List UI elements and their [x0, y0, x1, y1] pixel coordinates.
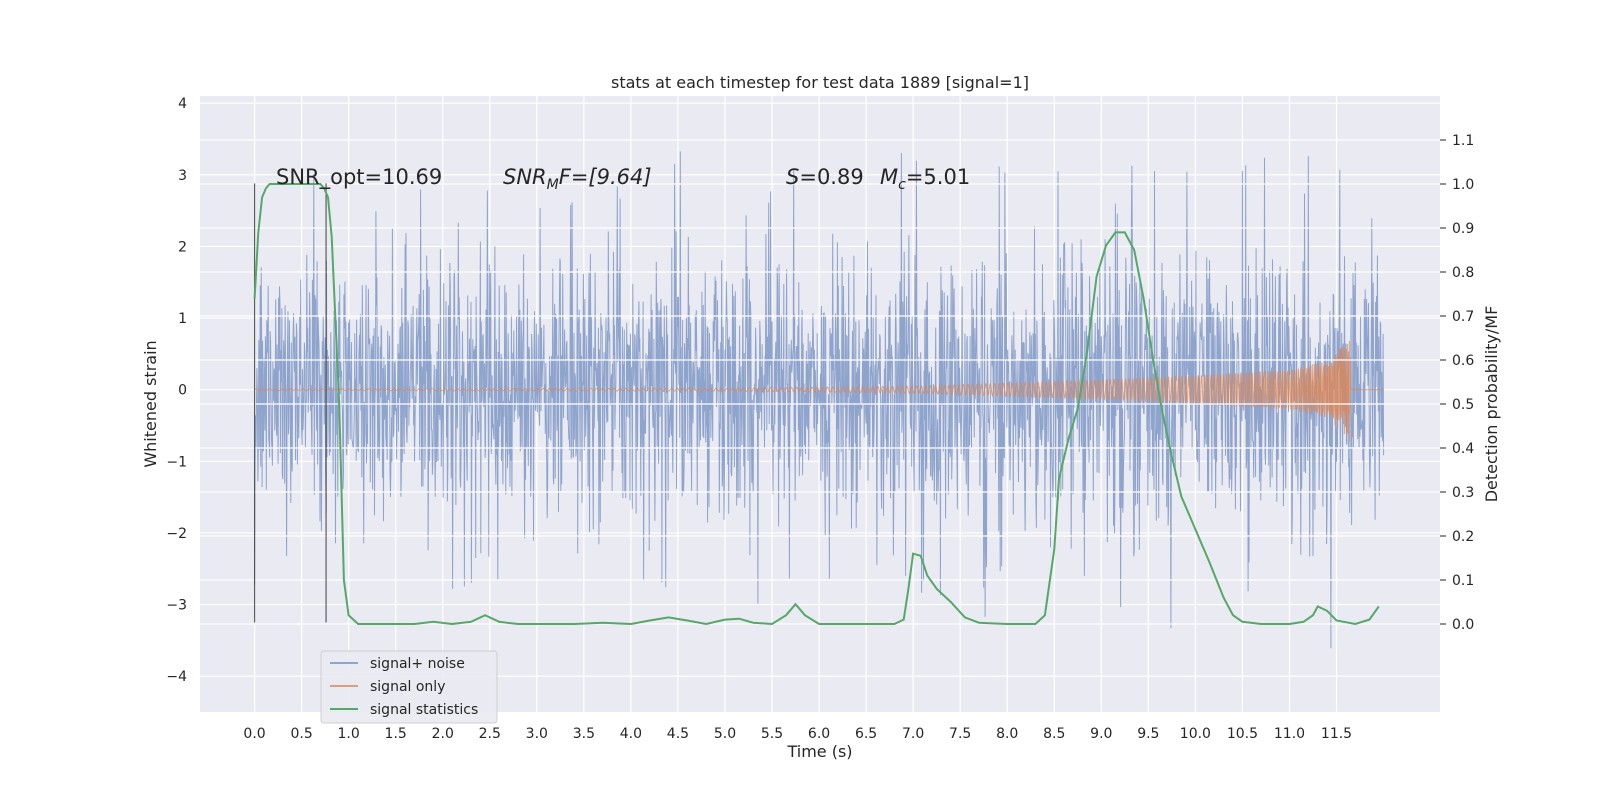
- y-tick-label-right: 1.1: [1452, 133, 1474, 149]
- x-tick-label: 9.5: [1137, 726, 1159, 742]
- x-tick-label: 3.0: [526, 726, 548, 742]
- x-tick-labels: 0.0 0.5 1.0 1.5 2.0 2.5 3.0 3.5 4.0 4.5 5.0 5.5 6.0 6…: [243, 726, 1352, 742]
- legend-label-signal-only: signal only: [370, 679, 445, 695]
- y-tick-label-right: 0.9: [1452, 221, 1474, 237]
- vertical-markers: [253, 183, 327, 623]
- snr-mf-rest: F=[9.64]: [559, 165, 652, 189]
- x-tick-label: 10.5: [1227, 726, 1258, 742]
- mc-annotation: Mc=5.01: [880, 165, 970, 193]
- x-tick-label: 1.5: [385, 726, 407, 742]
- x-tick-label: 7.0: [902, 726, 924, 742]
- mc-value: =5.01: [906, 165, 970, 189]
- x-tick-label: 2.5: [479, 726, 501, 742]
- y-axis-label-right: Detection probability/MF: [1482, 306, 1501, 503]
- y-tick-label-right: 0.3: [1452, 485, 1474, 501]
- x-tick-label: 3.5: [573, 726, 595, 742]
- y-tick-label-right: 0.2: [1452, 529, 1474, 545]
- y-tick-label-left: −4: [166, 669, 187, 685]
- x-tick-label: 7.5: [949, 726, 971, 742]
- x-tick-label: 11.0: [1274, 726, 1305, 742]
- y-tick-label-right: 0.8: [1452, 265, 1474, 281]
- legend-label-signal-statistics: signal statistics: [370, 702, 478, 718]
- y-tick-label-right: 0.0: [1452, 617, 1474, 633]
- legend: signal+ noise signal only signal statist…: [320, 650, 498, 724]
- y-tick-label-left: 3: [178, 168, 187, 184]
- y-tick-labels-left: 4 3 2 1 0 −1 −2 −3 −4: [166, 96, 187, 685]
- x-tick-label: 4.0: [620, 726, 642, 742]
- x-tick-label: 8.5: [1043, 726, 1065, 742]
- y-tick-label-right: 0.5: [1452, 397, 1474, 413]
- mc-sub: c: [898, 177, 906, 193]
- series-signal-statistics: [253, 183, 1380, 626]
- x-tick-label: 6.5: [855, 726, 877, 742]
- x-tick-label: 5.0: [714, 726, 736, 742]
- x-tick-label: 5.5: [761, 726, 783, 742]
- x-tick-label: 6.0: [808, 726, 830, 742]
- x-tick-label: 9.0: [1090, 726, 1112, 742]
- y-tick-label-left: 4: [178, 96, 187, 112]
- snr-mf-base: SNR: [503, 165, 547, 189]
- x-tick-label: 11.5: [1321, 726, 1352, 742]
- y-tick-label-left: −3: [166, 598, 187, 614]
- snr-mf-annotation: SNRMF=[9.64]: [503, 165, 652, 193]
- s-annotation: S=0.89: [786, 165, 864, 189]
- snr-opt-annotation: SNR_opt=10.69: [276, 165, 442, 190]
- y-tick-label-left: 1: [178, 311, 187, 327]
- x-axis-label: Time (s): [786, 742, 852, 761]
- x-tick-label: 1.0: [338, 726, 360, 742]
- s-value: =0.89: [799, 165, 863, 189]
- mc-label: M: [880, 165, 898, 189]
- y-tick-label-right: 1.0: [1452, 177, 1474, 193]
- y-tick-label-right: 0.7: [1452, 309, 1474, 325]
- x-tick-label: 10.0: [1180, 726, 1211, 742]
- legend-label-signal-noise: signal+ noise: [370, 656, 465, 672]
- snr-mf-sub: M: [547, 177, 559, 193]
- legend-box: [320, 650, 498, 724]
- y-axis-label-left: Whitened strain: [141, 340, 160, 467]
- chart-title: stats at each timestep for test data 188…: [611, 73, 1029, 92]
- y-tick-label-left: −1: [166, 454, 187, 470]
- series-signal-only: [254, 340, 1384, 442]
- y-tick-label-right: 0.4: [1452, 441, 1474, 457]
- y-tick-label-left: 2: [178, 239, 187, 255]
- x-tick-label: 4.5: [667, 726, 689, 742]
- y-tick-label-left: −2: [166, 526, 187, 542]
- y-tick-label-right: 0.6: [1452, 353, 1474, 369]
- y-tick-label-right: 0.1: [1452, 573, 1474, 589]
- x-tick-label: 2.0: [432, 726, 454, 742]
- x-tick-label: 0.0: [243, 726, 265, 742]
- y-tick-labels-right: 1.1 1.0 0.9 0.8 0.7 0.6 0.5 0.4 0.3 0.2 0.1 0.0: [1440, 133, 1474, 633]
- x-tick-label: 0.5: [290, 726, 312, 742]
- y-tick-label-left: 0: [178, 383, 187, 399]
- s-label: S: [786, 165, 799, 189]
- x-tick-label: 8.0: [996, 726, 1018, 742]
